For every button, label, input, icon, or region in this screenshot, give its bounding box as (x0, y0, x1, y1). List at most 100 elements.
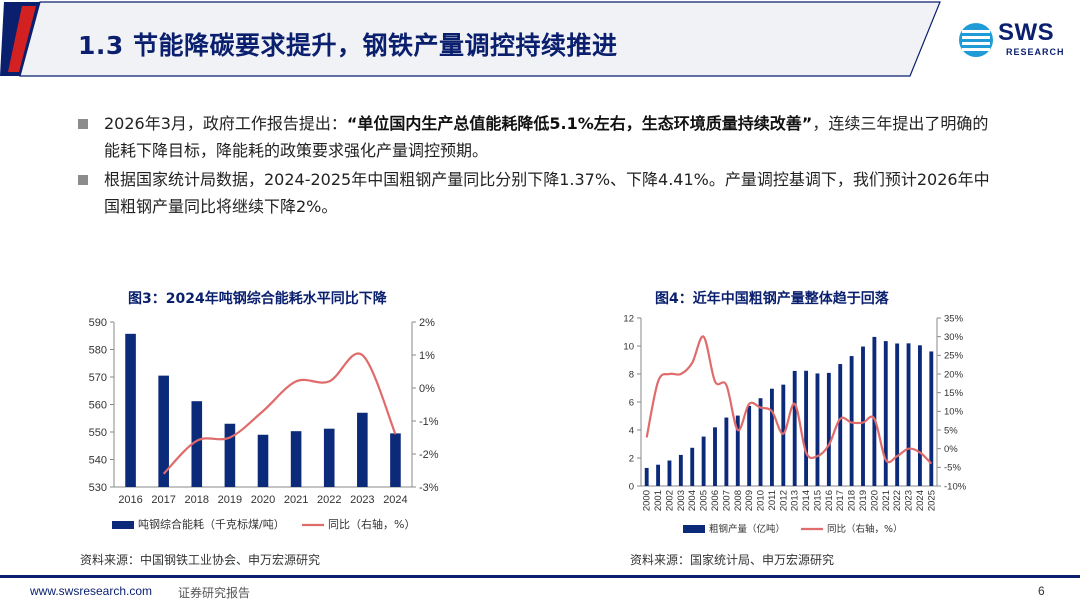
chart1-energy-consumption: 530 540 550 560 570 580 590 -3% -2% -1% 0% 1% 2% 2016… (89, 317, 439, 531)
right-tick-label: 15% (944, 388, 964, 399)
x-tick-label: 2020 (869, 490, 880, 511)
right-tick-label: -1% (419, 416, 439, 428)
bar (713, 427, 717, 486)
sws-logo: SWS RESEARCH (958, 18, 1064, 62)
left-tick-label: 550 (89, 427, 107, 439)
x-tick-label: 2018 (847, 490, 858, 511)
bullet-1-tail: ，连续三年提出了明确的能耗下降目标，降能耗的政策要求强化产量调控预期。 (104, 114, 989, 160)
bar (701, 436, 706, 486)
bar (290, 431, 302, 487)
header-band (0, 1, 941, 77)
x-tick-label: 2019 (858, 490, 869, 511)
x-tick-label: 2002 (664, 490, 675, 511)
x-tick-label: 2023 (904, 490, 915, 511)
left-tick-label: 560 (89, 399, 107, 411)
right-tick-label: 1% (419, 350, 435, 362)
chart1-source: 资料来源：中国钢铁工业协会、申万宏源研究 (80, 553, 321, 567)
x-tick-label: 2014 (801, 490, 812, 511)
bullet-square-icon (78, 175, 88, 185)
x-tick-label: 2025 (926, 490, 937, 511)
bar (929, 351, 934, 486)
x-tick-label: 2016 (824, 490, 835, 511)
bar (769, 388, 774, 486)
right-tick-label: -5% (944, 463, 961, 474)
right-tick-label: 0% (419, 383, 435, 395)
legend-bar-swatch (112, 521, 134, 529)
bar (849, 356, 854, 486)
bar (735, 415, 740, 486)
page-title: 1.3 节能降碳要求提升，钢铁产量调控持续推进 (78, 31, 618, 60)
right-tick-label: 35% (944, 313, 964, 324)
bar (667, 460, 672, 486)
left-tick-label: 580 (89, 344, 107, 356)
footer-url[interactable]: www.swsresearch.com (30, 584, 153, 598)
bar (158, 375, 169, 487)
x-tick-label: 2008 (733, 490, 744, 511)
bar (895, 343, 900, 486)
x-tick-label: 2000 (642, 490, 653, 511)
x-tick-label: 2013 (790, 490, 801, 511)
x-tick-label: 2023 (350, 494, 374, 506)
legend-line-label: 同比（右轴，%） (827, 523, 903, 535)
bar (678, 454, 683, 486)
x-tick-label: 2022 (317, 494, 341, 506)
x-tick-label: 2017 (151, 494, 175, 506)
bar (906, 343, 911, 486)
chart2-source: 资料来源：国家统计局、申万宏源研究 (630, 553, 835, 567)
bar (644, 467, 649, 486)
bullet-list: 2026年3月，政府工作报告提出：“单位国内生产总值能耗降低5.1%左右，生态环… (78, 110, 998, 222)
bar (758, 398, 763, 486)
bar (690, 447, 695, 486)
x-tick-label: 2018 (185, 494, 209, 506)
bar (792, 370, 797, 486)
bar (826, 372, 831, 486)
left-tick-label: 12 (623, 313, 634, 324)
bullet-2-text: 根据国家统计局数据，2024-2025年中国粗钢产量同比分别下降1.37%、下降… (104, 170, 990, 216)
logo-text: SWS (998, 19, 1055, 46)
right-tick-label: -3% (419, 482, 439, 494)
page-number: 6 (1038, 584, 1045, 598)
x-tick-label: 2021 (284, 494, 308, 506)
bullet-1-quote: “单位国内生产总值能耗降低5.1%左右，生态环境质量持续改善” (346, 114, 813, 133)
x-tick-label: 2003 (676, 490, 687, 511)
logo-subtext: RESEARCH (1006, 47, 1065, 57)
yoy-line (162, 352, 397, 475)
left-tick-label: 2 (629, 453, 634, 464)
x-tick-label: 2006 (710, 490, 721, 511)
left-tick-label: 10 (623, 341, 634, 352)
chart2-title: 图4：近年中国粗钢产量整体趋于回落 (655, 291, 889, 307)
bar (781, 384, 786, 486)
bullet-item: 2026年3月，政府工作报告提出：“单位国内生产总值能耗降低5.1%左右，生态环… (78, 110, 998, 164)
x-tick-label: 2004 (687, 490, 698, 511)
x-tick-label: 2022 (892, 490, 903, 511)
x-tick-label: 2007 (721, 490, 732, 511)
x-tick-label: 2021 (881, 490, 892, 511)
x-tick-label: 2016 (118, 494, 142, 506)
right-tick-label: 20% (944, 369, 964, 380)
bullet-item: 根据国家统计局数据，2024-2025年中国粗钢产量同比分别下降1.37%、下降… (78, 166, 998, 220)
right-tick-label: 25% (944, 351, 964, 362)
x-tick-label: 2001 (653, 490, 664, 511)
legend-bar-label: 粗钢产量（亿吨） (709, 523, 785, 535)
x-tick-label: 2020 (251, 494, 275, 506)
bar (390, 433, 401, 487)
bar (917, 345, 922, 486)
left-tick-label: 590 (89, 317, 107, 329)
x-tick-label: 2005 (699, 490, 710, 511)
x-tick-label: 2024 (915, 490, 926, 511)
legend-bar-label: 吨钢综合能耗（千克标煤/吨） (138, 517, 285, 531)
x-tick-label: 2015 (812, 490, 823, 511)
bar (125, 333, 136, 487)
x-tick-label: 2010 (756, 490, 767, 511)
footer-label: 证券研究报告 (178, 586, 251, 600)
bar (257, 434, 269, 487)
bar (861, 346, 865, 486)
bar (724, 417, 729, 486)
legend-bar-swatch (683, 525, 705, 533)
bar (815, 373, 820, 486)
bar (656, 464, 661, 486)
left-tick-label: 6 (629, 397, 634, 408)
right-tick-label: 5% (944, 425, 958, 436)
right-tick-label: 0% (944, 444, 958, 455)
left-tick-label: 530 (89, 482, 107, 494)
